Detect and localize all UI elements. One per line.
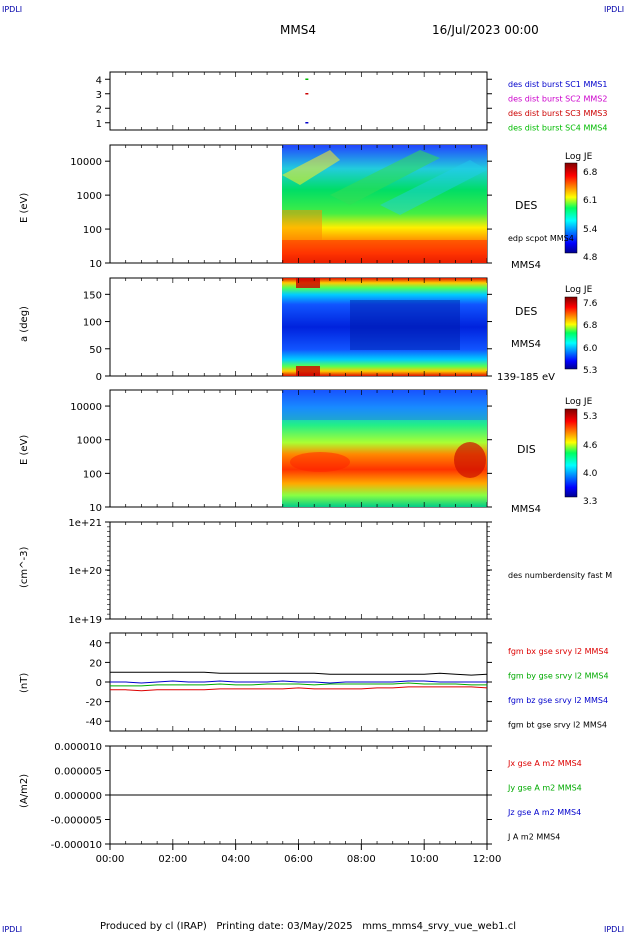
current-legend-label: Jx gse A m2 MMS4 <box>507 759 582 768</box>
footer-credit: Produced by cl (IRAP) Printing date: 03/… <box>100 921 516 932</box>
corner-mark-bl: IPDLI <box>2 925 22 934</box>
colorbar-dis-energy-tick: 3.3 <box>583 497 597 507</box>
fgm-ytick: 40 <box>89 639 102 650</box>
fgm-legend-label: fgm bz gse srvy l2 MMS4 <box>508 696 608 705</box>
colorbar-des-pitch-title: Log JE <box>565 285 593 295</box>
fgm-legend-label: fgm by gse srvy l2 MMS4 <box>508 672 609 681</box>
dis-energy-ylabel: E (eV) <box>19 435 30 465</box>
corner-mark-tl: IPDLI <box>2 5 22 14</box>
time-tick-label: 04:00 <box>221 854 250 865</box>
des-pitch-ylabel: a (deg) <box>19 306 30 342</box>
pitch-ytick: 150 <box>83 290 102 301</box>
pitch-ytick: 0 <box>96 372 102 383</box>
density-ytick: 1e+21 <box>68 518 102 529</box>
fgm-ylabel: (nT) <box>19 673 30 693</box>
current-ytick: 0.000000 <box>54 791 102 802</box>
des-label: DES <box>515 199 537 212</box>
fgm-ytick: -20 <box>86 698 102 709</box>
burst-ytick: 3 <box>96 90 102 101</box>
chart-marks: 00:00 02:00 04:00 06:00 08:00 10:00 12:00 1 2 3 4 d… <box>51 72 609 865</box>
time-tick-label: 00:00 <box>96 854 125 865</box>
density-ylabel: (cm^-3) <box>19 547 30 588</box>
burst-legend-label: des dist burst SC1 MMS1 <box>508 80 607 89</box>
density-ytick: 1e+19 <box>68 615 102 626</box>
time-tick-label: 06:00 <box>284 854 313 865</box>
colorbar-des-energy-tick: 5.4 <box>583 225 598 235</box>
fgm-ytick: -40 <box>86 717 102 728</box>
dis-energy-ytick: 1000 <box>77 436 102 447</box>
colorbar-des-energy: Log JE 6.8 6.1 5.4 4.8 <box>564 152 598 263</box>
dis-energy-spectrogram <box>282 390 487 507</box>
des-energy-spectrogram <box>282 145 487 263</box>
dis-label: DIS <box>517 443 536 456</box>
current-ytick: -0.000010 <box>51 840 102 851</box>
dis-energy-ytick: 100 <box>83 469 102 480</box>
colorbar-des-pitch: Log JE 7.6 6.8 6.0 5.3 <box>564 285 598 376</box>
colorbar-des-energy-tick: 6.1 <box>583 196 597 206</box>
corner-mark-br: IPDLI <box>604 925 624 934</box>
des-pitch-label: DES <box>515 305 537 318</box>
fgm-series-line <box>110 671 488 676</box>
des-energy-ytick: 10000 <box>70 157 102 168</box>
colorbar-dis-energy-tick: 4.6 <box>583 441 598 451</box>
dis-energy-ytick: 10000 <box>70 402 102 413</box>
burst-ytick: 1 <box>96 119 102 130</box>
panel-density-frame <box>109 521 488 620</box>
current-ytick: 0.000010 <box>54 742 102 753</box>
corner-mark-tr: IPDLI <box>604 5 624 14</box>
colorbar-des-pitch-tick: 6.0 <box>583 344 598 354</box>
des-energy-ytick: 100 <box>83 225 102 236</box>
pitch-ytick: 100 <box>83 318 102 329</box>
burst-legend-label: des dist burst SC2 MMS2 <box>508 95 607 104</box>
colorbar-des-energy-tick: 6.8 <box>583 168 598 178</box>
des-energy-sc-label: MMS4 <box>511 260 541 271</box>
time-tick-label: 12:00 <box>473 854 502 865</box>
colorbar-des-pitch-tick: 5.3 <box>583 366 597 376</box>
colorbar-des-energy-tick: 4.8 <box>583 253 598 263</box>
des-energy-ylabel: E (eV) <box>19 193 30 223</box>
dis-sc-label: MMS4 <box>511 504 541 515</box>
panel-burst-frame <box>109 71 488 131</box>
colorbar-des-pitch-tick: 6.8 <box>583 321 598 331</box>
burst-legend-label: des dist burst SC3 MMS3 <box>508 109 607 118</box>
spacecraft-title: MMS4 <box>280 23 316 37</box>
colorbar-dis-energy: Log JE 5.3 4.6 4.0 3.3 <box>564 397 598 507</box>
current-legend-label: Jy gse A m2 MMS4 <box>507 784 582 793</box>
fgm-legend-label: fgm bt gse srvy l2 MMS4 <box>508 721 607 730</box>
fgm-series-line <box>110 680 487 684</box>
des-pitch-spectrogram <box>282 278 487 376</box>
current-ytick: -0.000005 <box>51 816 102 827</box>
dis-energy-ytick: 10 <box>89 503 102 514</box>
time-tick-label: 10:00 <box>410 854 439 865</box>
fgm-series-line <box>110 682 487 687</box>
scpot-label: edp scpot MMS4 <box>508 234 574 243</box>
fgm-ytick: 0 <box>96 678 102 689</box>
colorbar-des-pitch-tick: 7.6 <box>583 299 598 309</box>
time-tick-label: 08:00 <box>347 854 376 865</box>
burst-ytick: 2 <box>96 104 102 115</box>
density-legend-label: des numberdensity fast M <box>508 571 612 580</box>
fgm-ytick: 20 <box>89 658 102 669</box>
date-title: 16/Jul/2023 00:00 <box>432 23 539 37</box>
burst-ytick: 4 <box>96 75 102 86</box>
des-pitch-sc-label: MMS4 <box>511 339 541 350</box>
current-legend-label: Jz gse A m2 MMS4 <box>507 808 581 817</box>
current-ytick: 0.000005 <box>54 767 102 778</box>
fgm-legend-label: fgm bx gse srvy l2 MMS4 <box>508 647 609 656</box>
pitch-ytick: 50 <box>89 345 102 356</box>
colorbar-dis-energy-tick: 4.0 <box>583 469 598 479</box>
colorbar-dis-energy-tick: 5.3 <box>583 412 597 422</box>
pitch-energy-range-label: 139-185 eV <box>497 372 555 383</box>
current-ylabel: (A/m2) <box>19 774 30 808</box>
colorbar-dis-energy-title: Log JE <box>565 397 593 407</box>
burst-legend-label: des dist burst SC4 MMS4 <box>508 124 607 133</box>
current-legend-label: J A m2 MMS4 <box>507 833 560 842</box>
colorbar-des-energy-title: Log JE <box>565 152 593 162</box>
time-tick-label: 02:00 <box>158 854 187 865</box>
density-ytick: 1e+20 <box>68 566 102 577</box>
des-energy-ytick: 10 <box>89 259 102 270</box>
des-energy-ytick: 1000 <box>77 191 102 202</box>
fgm-series-line <box>110 686 488 692</box>
